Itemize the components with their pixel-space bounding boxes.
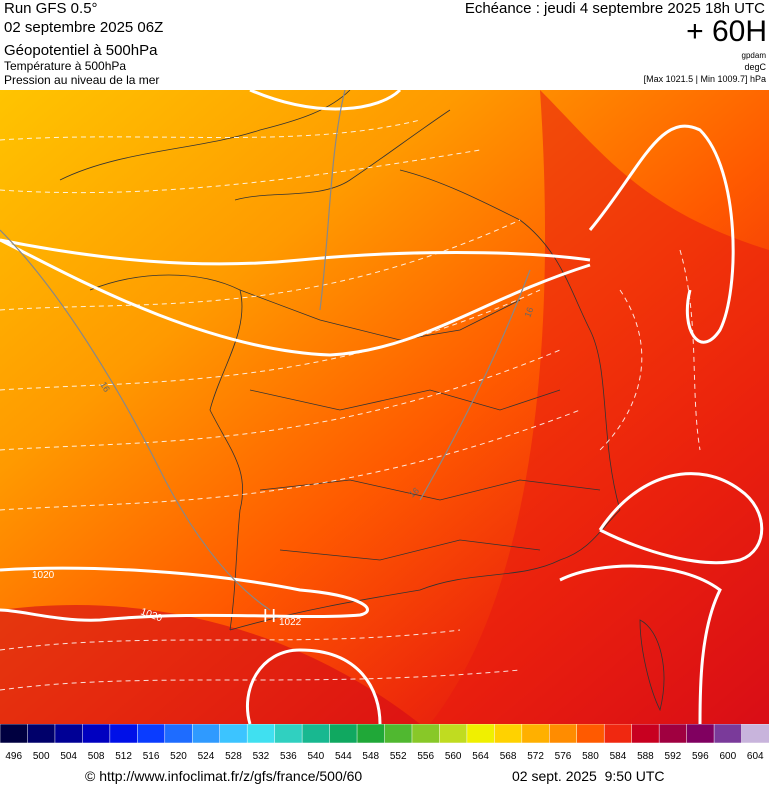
- color-swatch: [246, 724, 276, 744]
- isotherm-label: 16: [522, 306, 535, 319]
- color-swatch: [219, 724, 248, 744]
- colorbar-label: 496: [5, 751, 22, 762]
- colorbar-label: 588: [637, 751, 654, 762]
- color-swatch: [686, 724, 715, 744]
- color-swatch: [549, 724, 578, 744]
- colorbar-label: 504: [60, 751, 77, 762]
- color-swatch: [741, 724, 769, 744]
- colorbar-label: 584: [610, 751, 627, 762]
- color-swatch: [658, 724, 688, 744]
- field-3: Pression au niveau de la mer: [4, 73, 160, 87]
- color-swatch: [494, 724, 523, 744]
- colorbar-label: 576: [555, 751, 572, 762]
- colorbar-label: 568: [500, 751, 517, 762]
- color-swatch: [274, 724, 303, 744]
- coastlines: [59, 90, 665, 712]
- color-swatch: [521, 724, 551, 744]
- color-swatch: [329, 724, 358, 744]
- color-swatch: [0, 724, 29, 744]
- color-swatch: [603, 724, 633, 744]
- color-swatch: [631, 724, 660, 744]
- colorbar-label: 560: [445, 751, 462, 762]
- isotherm-label: 16: [407, 485, 421, 499]
- map: 1020 1020 H 1022 16 16 16: [0, 90, 769, 724]
- color-swatch: [54, 724, 84, 744]
- color-swatch: [356, 724, 386, 744]
- color-swatch: [466, 724, 496, 744]
- colorbar-label: 580: [582, 751, 599, 762]
- lead-time: + 60H: [686, 15, 767, 48]
- color-swatch: [713, 724, 743, 744]
- isobar-label: 1020: [32, 570, 55, 581]
- unit-geo: gpdam: [741, 51, 766, 60]
- color-swatch: [411, 724, 441, 744]
- forecast-time: Echéance : jeudi 4 septembre 2025 18h UT…: [464, 0, 765, 17]
- color-swatch: [439, 724, 468, 744]
- colorbar-label: 564: [472, 751, 489, 762]
- high-marker: H: [263, 606, 276, 626]
- colorbar: 496 500 504 508 512 516 520 524 528 532 536 540 544 5…: [0, 724, 769, 762]
- color-swatch: [301, 724, 331, 744]
- colorbar-label: 508: [88, 751, 105, 762]
- color-swatch: [192, 724, 221, 744]
- pressure-range: [Max 1021.5 | Min 1009.7] hPa: [643, 74, 766, 84]
- colorbar-label: 604: [747, 751, 764, 762]
- run-title: Run GFS 0.5°: [4, 0, 98, 17]
- colorbar-label: 536: [280, 751, 297, 762]
- colorbar-label: 552: [390, 751, 407, 762]
- colorbar-label: 592: [665, 751, 682, 762]
- isobars: [0, 90, 764, 724]
- run-date: 02 septembre 2025 06Z: [4, 19, 164, 36]
- timestamp: 02 sept. 2025 9:50 UTC: [512, 768, 665, 784]
- colorbar-label: 524: [198, 751, 215, 762]
- colorbar-label: 532: [253, 751, 270, 762]
- high-value: 1022: [279, 617, 302, 628]
- field-2: Température à 500hPa: [4, 59, 127, 73]
- color-swatch: [82, 724, 111, 744]
- source-link: © http://www.infoclimat.fr/z/gfs/france/…: [85, 768, 363, 784]
- color-swatch: [109, 724, 139, 744]
- color-swatch: [27, 724, 56, 744]
- color-swatch: [576, 724, 605, 744]
- colorbar-label: 516: [143, 751, 160, 762]
- colorbar-label: 556: [417, 751, 434, 762]
- colorbar-label: 596: [692, 751, 709, 762]
- field-1: Géopotentiel à 500hPa: [4, 42, 158, 59]
- warm-zone-south: [0, 604, 420, 724]
- warm-zone: [430, 90, 769, 724]
- color-swatch: [384, 724, 413, 744]
- colorbar-label: 572: [527, 751, 544, 762]
- colorbar-label: 528: [225, 751, 242, 762]
- color-swatch: [137, 724, 166, 744]
- colorbar-label: 500: [33, 751, 50, 762]
- colorbar-label: 600: [719, 751, 736, 762]
- unit-temp: degC: [744, 62, 766, 72]
- colorbar-label: 520: [170, 751, 187, 762]
- colorbar-label: 544: [335, 751, 352, 762]
- colorbar-label: 512: [115, 751, 132, 762]
- colorbar-label: 548: [362, 751, 379, 762]
- isotherm-label: 16: [98, 380, 112, 394]
- colorbar-label: 540: [307, 751, 324, 762]
- color-swatch: [164, 724, 194, 744]
- isotherms: [0, 119, 701, 691]
- isotherm-16: [0, 90, 531, 611]
